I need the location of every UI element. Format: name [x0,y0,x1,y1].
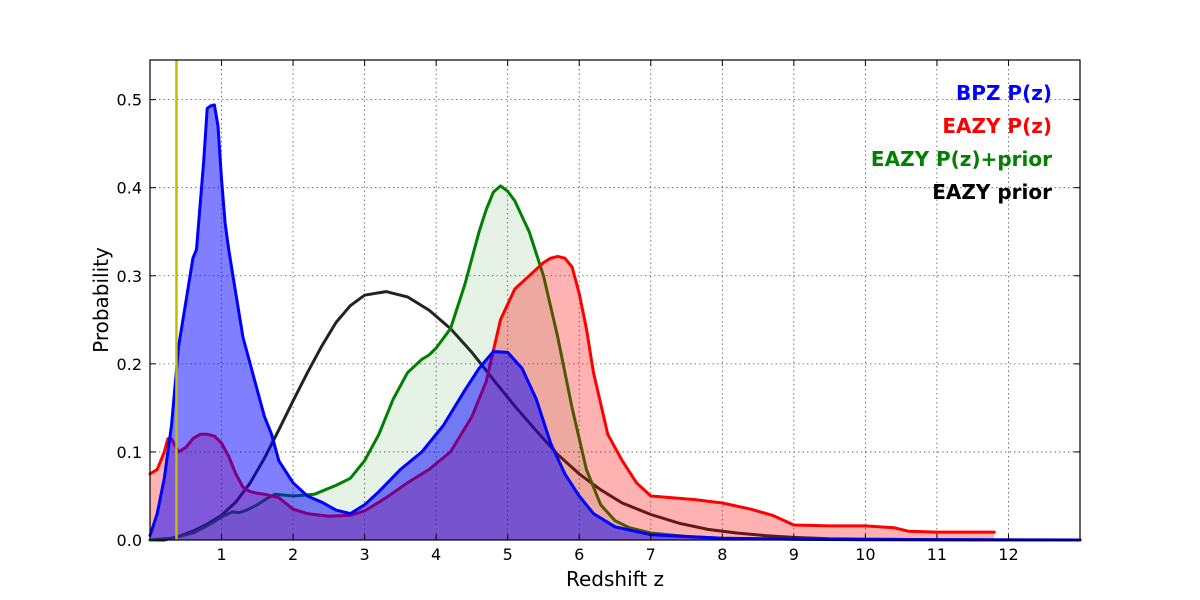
x-axis-label: Redshift z [566,567,664,591]
series-fill-bpz-p-z [150,104,1080,541]
y-tick-label: 0.2 [117,355,142,374]
x-tick-label: 6 [574,545,584,564]
x-tick-label: 11 [927,545,947,564]
x-tick-label: 3 [360,545,370,564]
x-tick-label: 8 [717,545,727,564]
series-layer [148,103,1082,542]
x-tick-label: 5 [503,545,513,564]
series-fill-eazy-p-z [150,256,995,540]
legend-entry: EAZY P(z)+prior [871,147,1052,171]
x-tick-label: 10 [855,545,875,564]
x-tick-label: 2 [288,545,298,564]
series-fill-eazy-p-z-prior [150,185,1080,540]
x-tick-label: 12 [998,545,1018,564]
x-tick-label: 1 [216,545,226,564]
y-tick-label: 0.1 [117,443,142,462]
plot-frame [149,59,1081,541]
x-tick-label: 9 [789,545,799,564]
y-axis-label: Probability [89,247,113,353]
legend-entry: EAZY P(z) [942,114,1052,138]
x-tick-label: 7 [646,545,656,564]
y-tick-label: 0.3 [117,267,142,286]
legend-entry: BPZ P(z) [956,81,1052,105]
series-line-bpz-p-z [148,103,1082,542]
y-tick-label: 0.0 [117,531,142,550]
x-tick-label: 4 [431,545,441,564]
legend: BPZ P(z) EAZY P(z) EAZY P(z)+prior EAZY pri… [871,81,1052,204]
legend-entry: EAZY prior [932,180,1052,204]
y-tick-label: 0.4 [117,179,142,198]
y-tick-label: 0.5 [117,91,142,110]
axis-ticks: 1 2 3 4 5 6 7 8 9 10 11 120.00.10.20.30.40.5 [117,60,1080,564]
